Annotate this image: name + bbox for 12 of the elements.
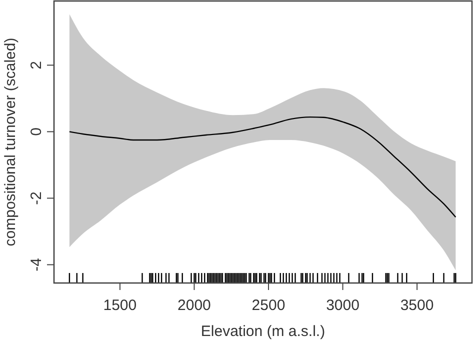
- y-tick-label: -2: [28, 192, 45, 205]
- x-axis-title: Elevation (m a.s.l.): [200, 323, 326, 340]
- y-tick-label: 0: [28, 128, 45, 136]
- line-series: [68, 116, 456, 218]
- x-tick-label: 2000: [178, 297, 211, 314]
- y-tick-label: 2: [28, 61, 45, 70]
- x-tick-label: 1500: [103, 297, 137, 314]
- x-tick-label: 3500: [400, 297, 434, 314]
- x-tick-label: 3000: [326, 297, 360, 314]
- x-tick-label: 2500: [252, 297, 286, 314]
- y-axis-title: compositional turnover (scaled): [2, 38, 19, 246]
- y-tick-label: -4: [28, 258, 45, 272]
